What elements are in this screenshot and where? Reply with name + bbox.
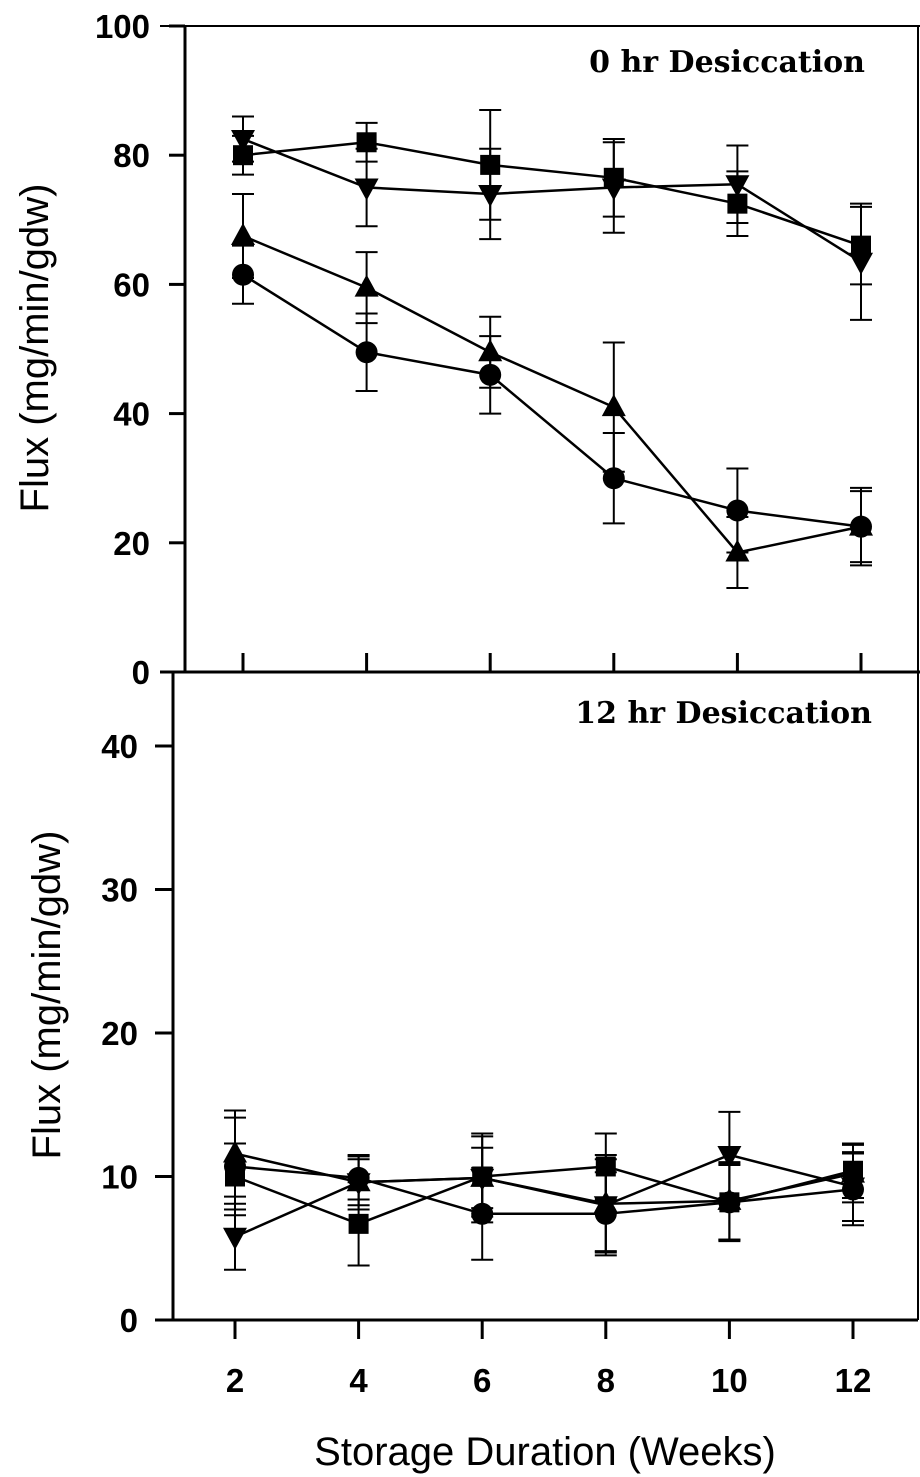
bottom-point-triangle-down-2 <box>223 1227 247 1250</box>
top-y-tick-label-60: 60 <box>113 266 150 303</box>
bottom-series-circle <box>224 1116 864 1261</box>
x-tick-label-10: 10 <box>711 1362 748 1399</box>
bottom-point-circle-8 <box>594 1202 617 1225</box>
top-y-tick-label-100: 100 <box>95 8 150 45</box>
bottom-panel: 12 hr Desiccation Flux (mg/min/gdw) 0102… <box>25 672 919 1399</box>
x-tick-label-6: 6 <box>473 1362 491 1399</box>
top-y-tick-label-80: 80 <box>113 137 150 174</box>
x-tick-label-2: 2 <box>226 1362 244 1399</box>
top-series-triangle-down <box>231 115 873 321</box>
top-panel: 0 hr Desiccation Flux (mg/min/gdw) 0 20 40… <box>13 8 920 691</box>
bottom-y-tick-label-40: 40 <box>101 728 138 765</box>
top-point-circle-8 <box>602 467 625 490</box>
bottom-y-tick-label-0: 0 <box>120 1302 138 1339</box>
top-series-line-square <box>242 141 862 247</box>
top-panel-y-ticks: 0 20 40 60 80 100 <box>95 8 185 691</box>
bottom-y-tick-label-10: 10 <box>101 1159 138 1196</box>
top-point-triangle-up-2 <box>231 222 255 245</box>
bottom-y-tick-label-20: 20 <box>101 1015 138 1052</box>
top-panel-y-axis-title: Flux (mg/min/gdw) <box>13 184 57 513</box>
bottom-point-triangle-down-10 <box>717 1145 742 1168</box>
top-series-circle <box>232 244 872 567</box>
top-point-circle-4 <box>355 341 378 364</box>
top-point-triangle-down-4 <box>354 178 379 201</box>
top-point-triangle-down-10 <box>725 175 750 198</box>
top-point-triangle-up-4 <box>354 274 379 297</box>
bottom-point-circle-4 <box>347 1166 370 1189</box>
bottom-panel-series <box>223 1109 865 1271</box>
bottom-y-tick-label-30: 30 <box>101 872 138 909</box>
bottom-series-line-triangle-up <box>234 1152 854 1206</box>
top-series-triangle-up <box>231 192 873 590</box>
top-series-square <box>232 108 872 286</box>
top-point-triangle-down-6 <box>478 184 503 207</box>
top-panel-series <box>231 108 873 590</box>
top-series-line-triangle-up <box>242 234 862 554</box>
bottom-panel-x-ticks: 2 4 6 8 10 12 <box>226 1320 872 1399</box>
x-axis-title: Storage Duration (Weeks) <box>314 1430 776 1474</box>
top-point-triangle-down-8 <box>601 178 626 201</box>
top-series-line-triangle-down <box>242 137 862 263</box>
x-tick-label-8: 8 <box>597 1362 615 1399</box>
bottom-panel-y-ticks: 0 10 20 30 40 <box>101 728 173 1339</box>
top-y-tick-label-40: 40 <box>113 396 150 433</box>
top-point-triangle-down-12 <box>849 252 873 275</box>
bottom-series-line-triangle-down <box>234 1153 854 1238</box>
top-point-triangle-up-8 <box>601 394 626 417</box>
bottom-point-square-4 <box>348 1213 369 1234</box>
top-point-triangle-down-2 <box>231 130 255 153</box>
x-tick-label-12: 12 <box>835 1362 872 1399</box>
top-point-square-4 <box>356 132 377 153</box>
top-panel-title: 0 hr Desiccation <box>589 45 865 80</box>
top-point-circle-2 <box>232 263 254 286</box>
top-point-circle-10 <box>726 499 749 522</box>
top-panel-x-ticks <box>241 653 863 672</box>
bottom-panel-title: 12 hr Desiccation <box>575 696 872 731</box>
bottom-point-circle-12 <box>842 1178 864 1201</box>
bottom-point-circle-6 <box>471 1202 494 1225</box>
bottom-point-circle-10 <box>718 1191 741 1214</box>
top-y-tick-label-0: 0 <box>132 654 150 691</box>
top-y-tick-label-20: 20 <box>113 525 150 562</box>
top-series-line-circle <box>242 273 862 528</box>
x-tick-label-4: 4 <box>349 1362 368 1399</box>
bottom-point-circle-2 <box>224 1155 246 1178</box>
top-point-circle-6 <box>479 363 502 386</box>
bottom-panel-y-axis-title: Flux (mg/min/gdw) <box>25 831 69 1160</box>
bottom-series-line-circle <box>234 1165 854 1216</box>
bottom-series-triangle-up <box>223 1109 865 1254</box>
top-point-circle-12 <box>850 515 872 538</box>
